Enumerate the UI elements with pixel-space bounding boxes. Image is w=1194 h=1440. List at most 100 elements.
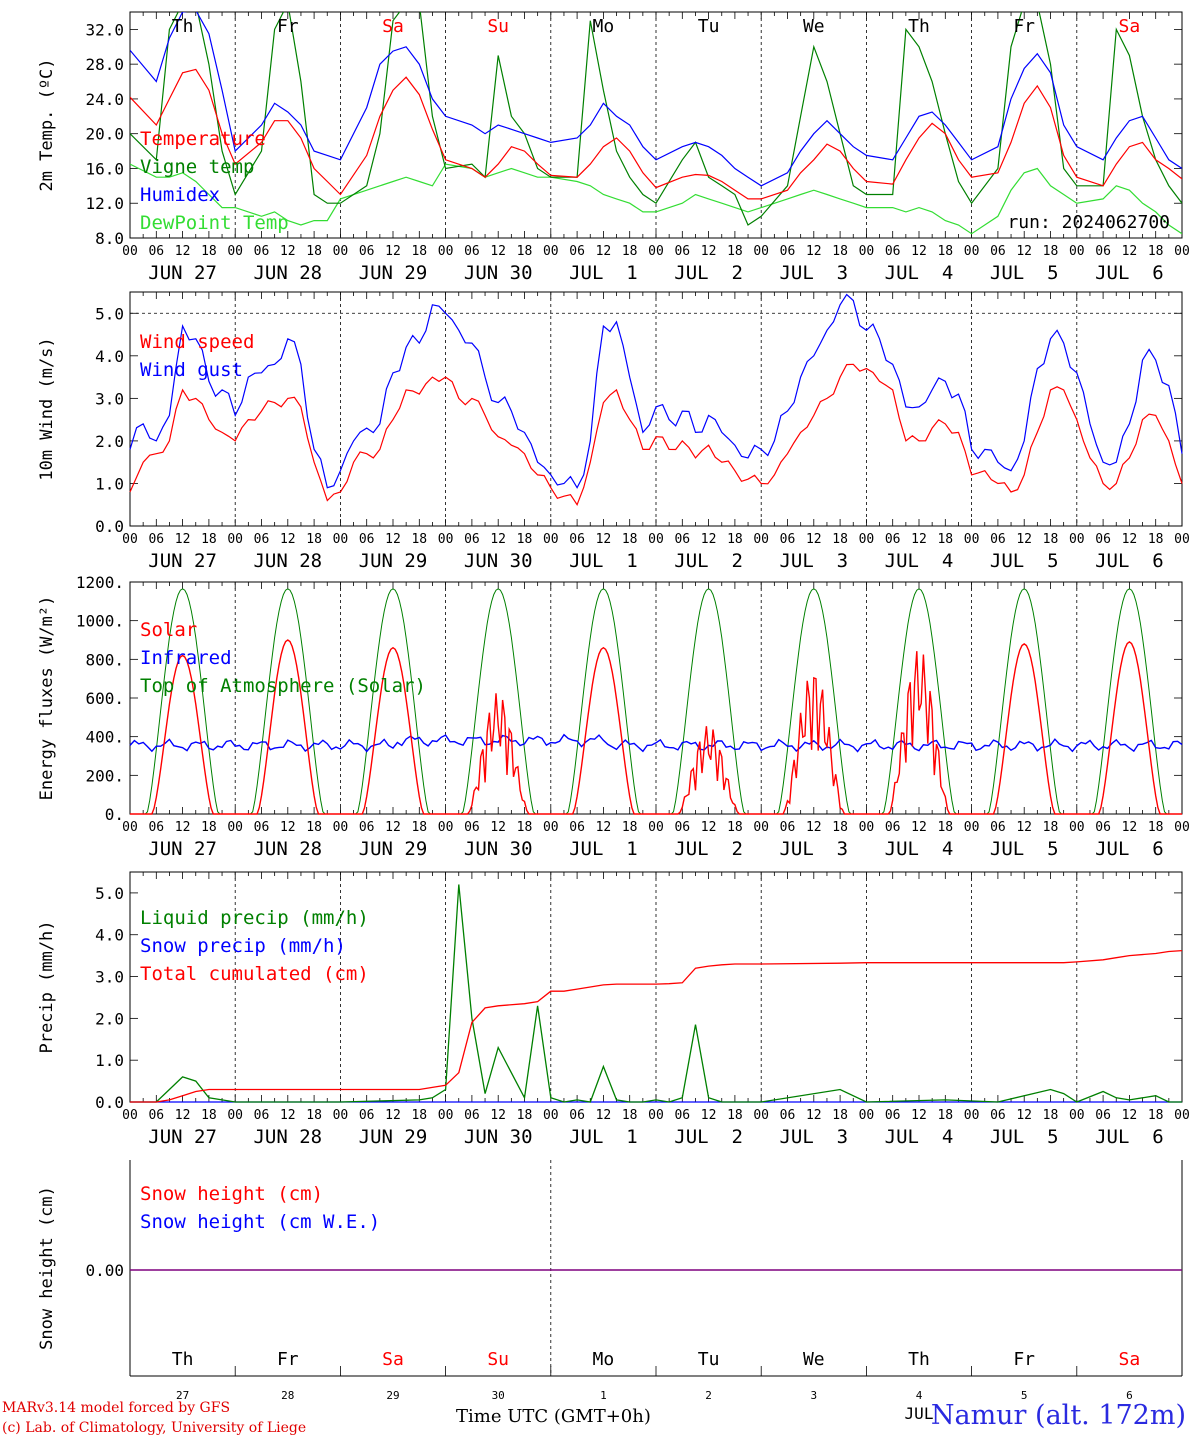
hour-label: 00 — [543, 820, 559, 835]
weekday-label: Sa — [382, 1349, 404, 1370]
hour-label: 18 — [1148, 532, 1164, 547]
weekday-label: Tu — [698, 16, 720, 37]
hour-label: 00 — [1069, 1108, 1085, 1123]
date-label: JUL 6 — [1095, 550, 1164, 572]
hour-label: 12 — [701, 820, 717, 835]
series-line-solar — [130, 639, 1182, 815]
hour-label: 12 — [280, 532, 296, 547]
y-tick-label: 20.0 — [85, 125, 124, 144]
hour-label: 18 — [411, 532, 427, 547]
hour-label: 12 — [1016, 1108, 1032, 1123]
hour-label: 18 — [622, 820, 638, 835]
date-label: JUL 4 — [885, 262, 954, 284]
station-label: Namur (alt. 172m) — [930, 1400, 1186, 1431]
hour-label: 12 — [490, 820, 506, 835]
hour-label: 12 — [596, 1108, 612, 1123]
weekday-label: Fr — [1013, 1349, 1035, 1370]
date-label: JUL 1 — [569, 550, 638, 572]
legend-vigne-temp: Vigne temp — [140, 156, 254, 178]
weekday-label: Su — [487, 1349, 509, 1370]
weekday-label: Fr — [277, 16, 299, 37]
hour-label: 12 — [175, 820, 191, 835]
hour-label: 06 — [1095, 820, 1111, 835]
panel-5: 0.00 Snow height (cm) Snow height (cm) Snow… — [37, 1160, 1183, 1423]
day-number: 27 — [176, 1389, 189, 1402]
hour-label: 00 — [122, 1108, 138, 1123]
hour-label: 12 — [385, 244, 401, 259]
date-label: JUL 1 — [569, 262, 638, 284]
hour-label: 00 — [333, 244, 349, 259]
hour-label: 18 — [727, 532, 743, 547]
legend-solar: Solar — [140, 619, 197, 641]
hour-label: 00 — [122, 820, 138, 835]
hour-label: 18 — [727, 244, 743, 259]
y-tick-label: 3.0 — [95, 389, 124, 408]
hour-label: 12 — [1122, 1108, 1138, 1123]
hour-label: 18 — [517, 244, 533, 259]
y-tick-label: 8.0 — [95, 229, 124, 248]
hour-label: 06 — [990, 1108, 1006, 1123]
hour-label: 06 — [885, 244, 901, 259]
hour-label: 00 — [438, 244, 454, 259]
date-label: JUL 5 — [990, 262, 1059, 284]
hour-label: 00 — [333, 1108, 349, 1123]
hour-label: 18 — [1043, 244, 1059, 259]
date-label: JUL 6 — [1095, 262, 1164, 284]
hour-label: 12 — [1122, 532, 1138, 547]
hour-label: 00 — [859, 820, 875, 835]
hour-label: 00 — [648, 532, 664, 547]
hour-label: 06 — [359, 532, 375, 547]
hour-label: 00 — [227, 820, 243, 835]
hour-label: 12 — [701, 532, 717, 547]
series-line-total-cumulated-cm — [130, 949, 1183, 1103]
hour-label: 18 — [832, 820, 848, 835]
credit-line-2: (c) Lab. of Climatology, University of L… — [2, 1420, 307, 1436]
hour-label: 18 — [517, 1108, 533, 1123]
date-label: JUN 28 — [253, 262, 322, 284]
hour-label: 06 — [148, 1108, 164, 1123]
hour-label: 12 — [911, 532, 927, 547]
y-tick-label: 16.0 — [85, 159, 124, 178]
hour-label: 12 — [280, 1108, 296, 1123]
date-label: JUN 27 — [148, 838, 217, 860]
hour-label: 06 — [569, 532, 585, 547]
weekday-label: Tu — [698, 1349, 720, 1370]
legend-infrared: Infrared — [140, 647, 232, 669]
hour-label: 18 — [201, 532, 217, 547]
hour-label: 06 — [464, 532, 480, 547]
hour-label: 18 — [937, 532, 953, 547]
legend-wind-speed: Wind speed — [140, 331, 254, 353]
weekday-label: Su — [487, 16, 509, 37]
legend-snow-height-cm-w-e: Snow height (cm W.E.) — [140, 1211, 380, 1233]
date-label: JUN 29 — [359, 550, 428, 572]
hour-label: 00 — [859, 244, 875, 259]
hour-label: 06 — [569, 820, 585, 835]
series-line-wind-gust — [129, 293, 1183, 489]
hour-label: 18 — [1148, 1108, 1164, 1123]
hour-label: 18 — [1043, 1108, 1059, 1123]
date-label: JUL 5 — [990, 838, 1059, 860]
hour-label: 00 — [1069, 820, 1085, 835]
hour-label: 12 — [385, 820, 401, 835]
date-label: JUL 2 — [674, 550, 743, 572]
hour-label: 18 — [411, 820, 427, 835]
hour-label: 12 — [806, 820, 822, 835]
weekday-label: We — [803, 16, 825, 37]
hour-label: 00 — [227, 1108, 243, 1123]
hour-label: 00 — [1174, 244, 1190, 259]
y-axis-label: Energy fluxes (W/m²) — [37, 596, 57, 801]
hour-label: 18 — [201, 1108, 217, 1123]
hour-label: 06 — [1095, 532, 1111, 547]
date-label: JUL 1 — [569, 1126, 638, 1148]
day-number: 3 — [810, 1389, 817, 1402]
hour-label: 18 — [517, 820, 533, 835]
hour-label: 06 — [359, 244, 375, 259]
hour-label: 12 — [701, 244, 717, 259]
hour-label: 00 — [648, 820, 664, 835]
date-label: JUN 30 — [464, 262, 533, 284]
hour-label: 06 — [359, 1108, 375, 1123]
legend-dewpoint-temp: DewPoint Temp — [140, 212, 289, 234]
y-tick-label: 3.0 — [95, 968, 124, 987]
hour-label: 18 — [1043, 532, 1059, 547]
